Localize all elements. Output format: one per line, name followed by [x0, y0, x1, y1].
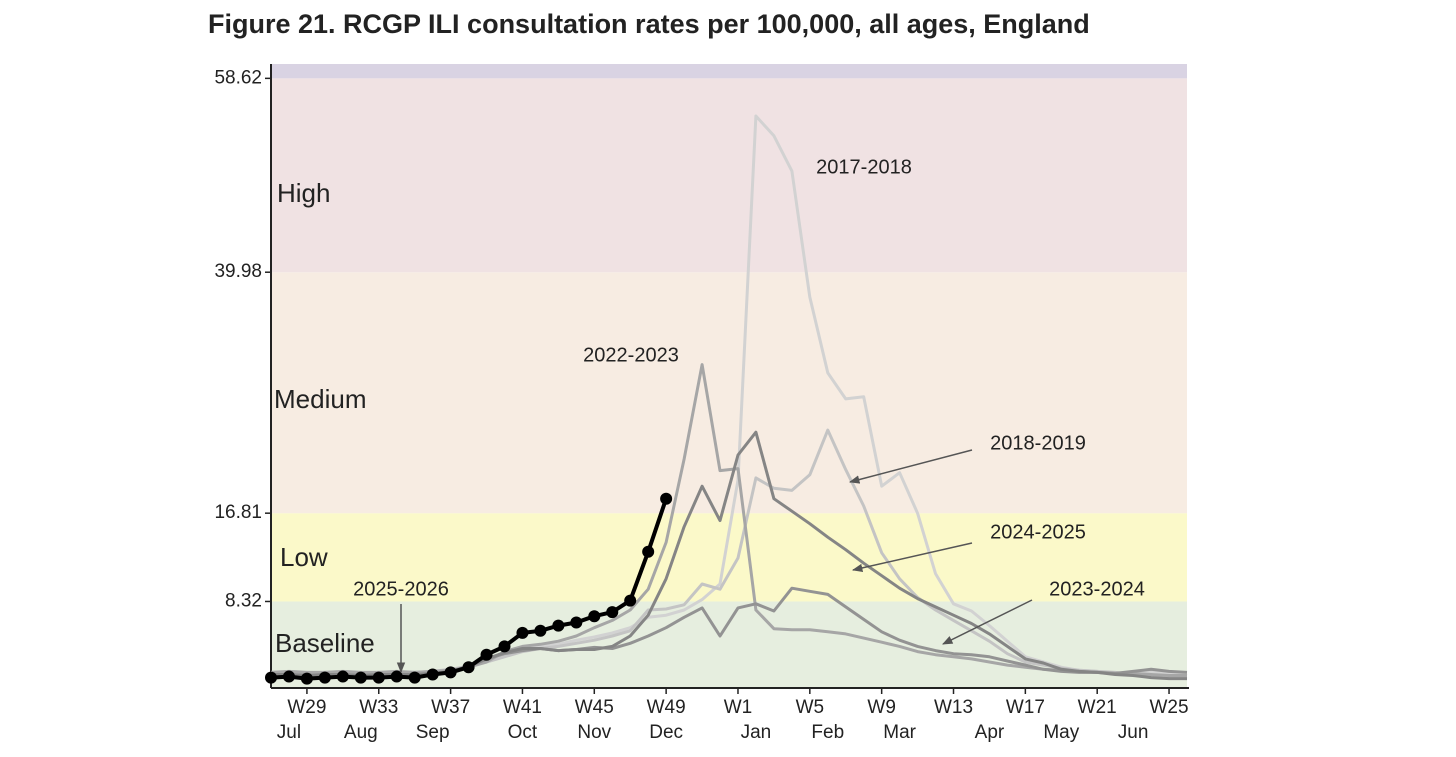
month-label: Jul: [277, 722, 301, 743]
month-label: Jun: [1118, 722, 1149, 743]
x-tick-label: W21: [1078, 697, 1117, 718]
data-point: [570, 616, 583, 629]
data-point: [624, 594, 637, 607]
x-tick-label: W1: [724, 697, 753, 718]
band-label: High: [277, 178, 330, 208]
band-label: Medium: [274, 384, 366, 414]
month-label: Sep: [416, 722, 450, 743]
y-tick-label: 58.62: [214, 67, 262, 88]
x-tick-label: W37: [431, 697, 470, 718]
data-point: [408, 671, 421, 684]
data-point: [498, 640, 511, 653]
data-point: [606, 606, 619, 619]
data-point: [426, 668, 439, 681]
data-point: [552, 619, 565, 632]
month-label: Dec: [649, 722, 683, 743]
x-tick-label: W29: [287, 697, 326, 718]
threshold-band: [271, 64, 1187, 79]
data-point: [300, 672, 313, 685]
data-point: [444, 666, 457, 679]
threshold-band: [271, 272, 1187, 514]
x-tick-label: W33: [359, 697, 398, 718]
data-point: [642, 545, 655, 558]
data-point: [588, 610, 601, 623]
data-point: [354, 671, 367, 684]
series-label: 2018-2019: [990, 432, 1086, 454]
x-tick-label: W41: [503, 697, 542, 718]
data-point: [336, 670, 349, 683]
x-tick-label: W13: [934, 697, 973, 718]
x-tick-label: W49: [647, 697, 686, 718]
x-tick-label: W9: [867, 697, 896, 718]
data-point: [660, 492, 673, 505]
y-tick-label: 16.81: [214, 502, 262, 523]
series-label: 2025-2026: [353, 578, 449, 600]
threshold-band: [271, 78, 1187, 273]
band-label: Baseline: [275, 628, 375, 658]
annotation-arrow: [851, 542, 973, 573]
month-label: Aug: [344, 722, 378, 743]
data-point: [372, 671, 385, 684]
data-point: [516, 626, 529, 639]
x-tick-label: W5: [796, 697, 825, 718]
month-label: Mar: [883, 722, 916, 743]
series-line: [271, 430, 1187, 681]
y-tick-label: 8.32: [225, 590, 262, 611]
x-tick-label: W25: [1150, 697, 1189, 718]
annotation-arrow: [848, 449, 973, 484]
month-label: Feb: [811, 722, 844, 743]
series-label: 2022-2023: [583, 344, 679, 366]
data-point: [318, 671, 331, 684]
data-point: [282, 670, 295, 683]
data-point: [534, 624, 547, 637]
x-tick-label: W45: [575, 697, 614, 718]
band-label: Low: [280, 542, 328, 572]
month-label: Jan: [741, 722, 772, 743]
data-point: [480, 648, 493, 661]
series-label: 2017-2018: [816, 156, 912, 178]
series-label: 2024-2025: [990, 521, 1086, 543]
data-point: [390, 670, 403, 683]
x-tick-label: W17: [1006, 697, 1045, 718]
annotation-arrow: [942, 599, 1033, 645]
y-tick-label: 39.98: [214, 261, 262, 282]
data-point: [462, 661, 475, 674]
month-label: Apr: [975, 722, 1005, 743]
month-label: May: [1043, 722, 1079, 743]
data-point: [265, 671, 277, 684]
chart-title: Figure 21. RCGP ILI consultation rates p…: [208, 9, 1090, 39]
month-label: Nov: [577, 722, 611, 743]
series-label: 2023-2024: [1049, 578, 1145, 600]
month-label: Oct: [508, 722, 538, 743]
